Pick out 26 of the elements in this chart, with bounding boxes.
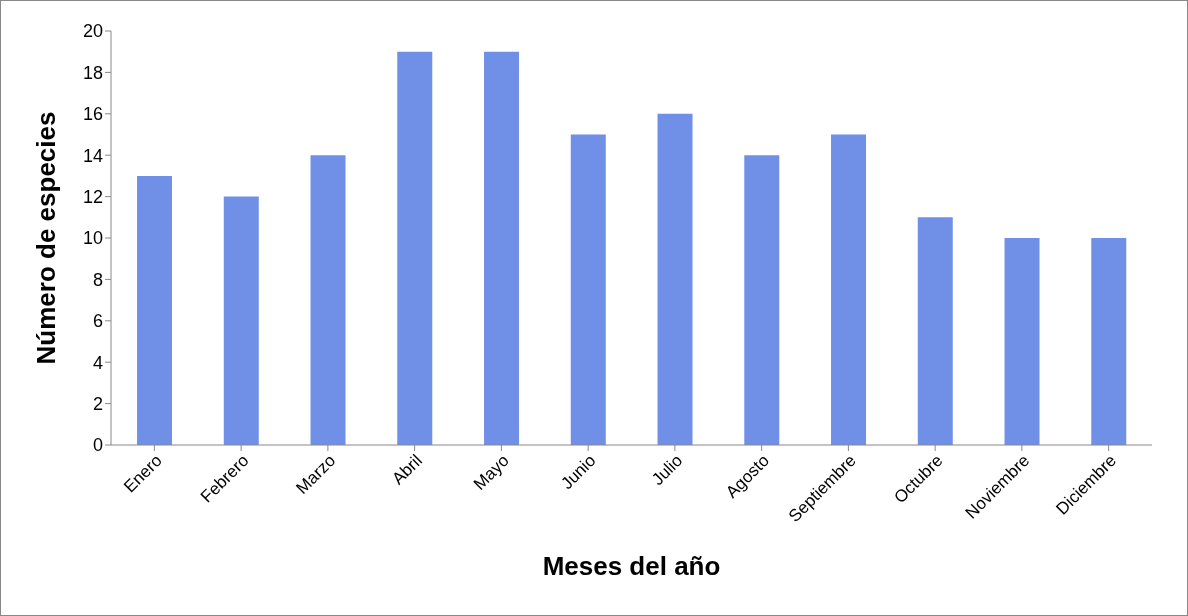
y-tick-label: 18: [82, 62, 103, 83]
y-tick-label: 14: [82, 145, 103, 166]
y-tick-label: 6: [92, 311, 103, 332]
y-axis-title: Número de especies: [31, 111, 62, 365]
bar: [484, 51, 520, 445]
y-tick-label: 16: [82, 104, 103, 125]
bar: [570, 134, 606, 445]
y-tick-label: 8: [92, 269, 103, 290]
y-tick-label: 20: [82, 21, 103, 42]
bar: [1004, 238, 1040, 445]
bar: [917, 217, 953, 445]
y-tick-label: 2: [92, 393, 103, 414]
y-tick-label: 10: [82, 228, 103, 249]
x-axis-title: Meses del año: [542, 551, 721, 581]
bar: [137, 175, 173, 445]
y-tick-label: 12: [82, 186, 103, 207]
bar: [310, 155, 346, 445]
bar: [397, 51, 433, 445]
bar: [744, 155, 780, 445]
x-tick-label: Julio: [648, 450, 687, 490]
y-tick-label: 0: [92, 435, 103, 456]
y-tick-label: 4: [92, 352, 103, 373]
bar: [1091, 238, 1127, 445]
bar: [831, 134, 867, 445]
bar: [223, 196, 259, 445]
bar: [657, 113, 693, 445]
